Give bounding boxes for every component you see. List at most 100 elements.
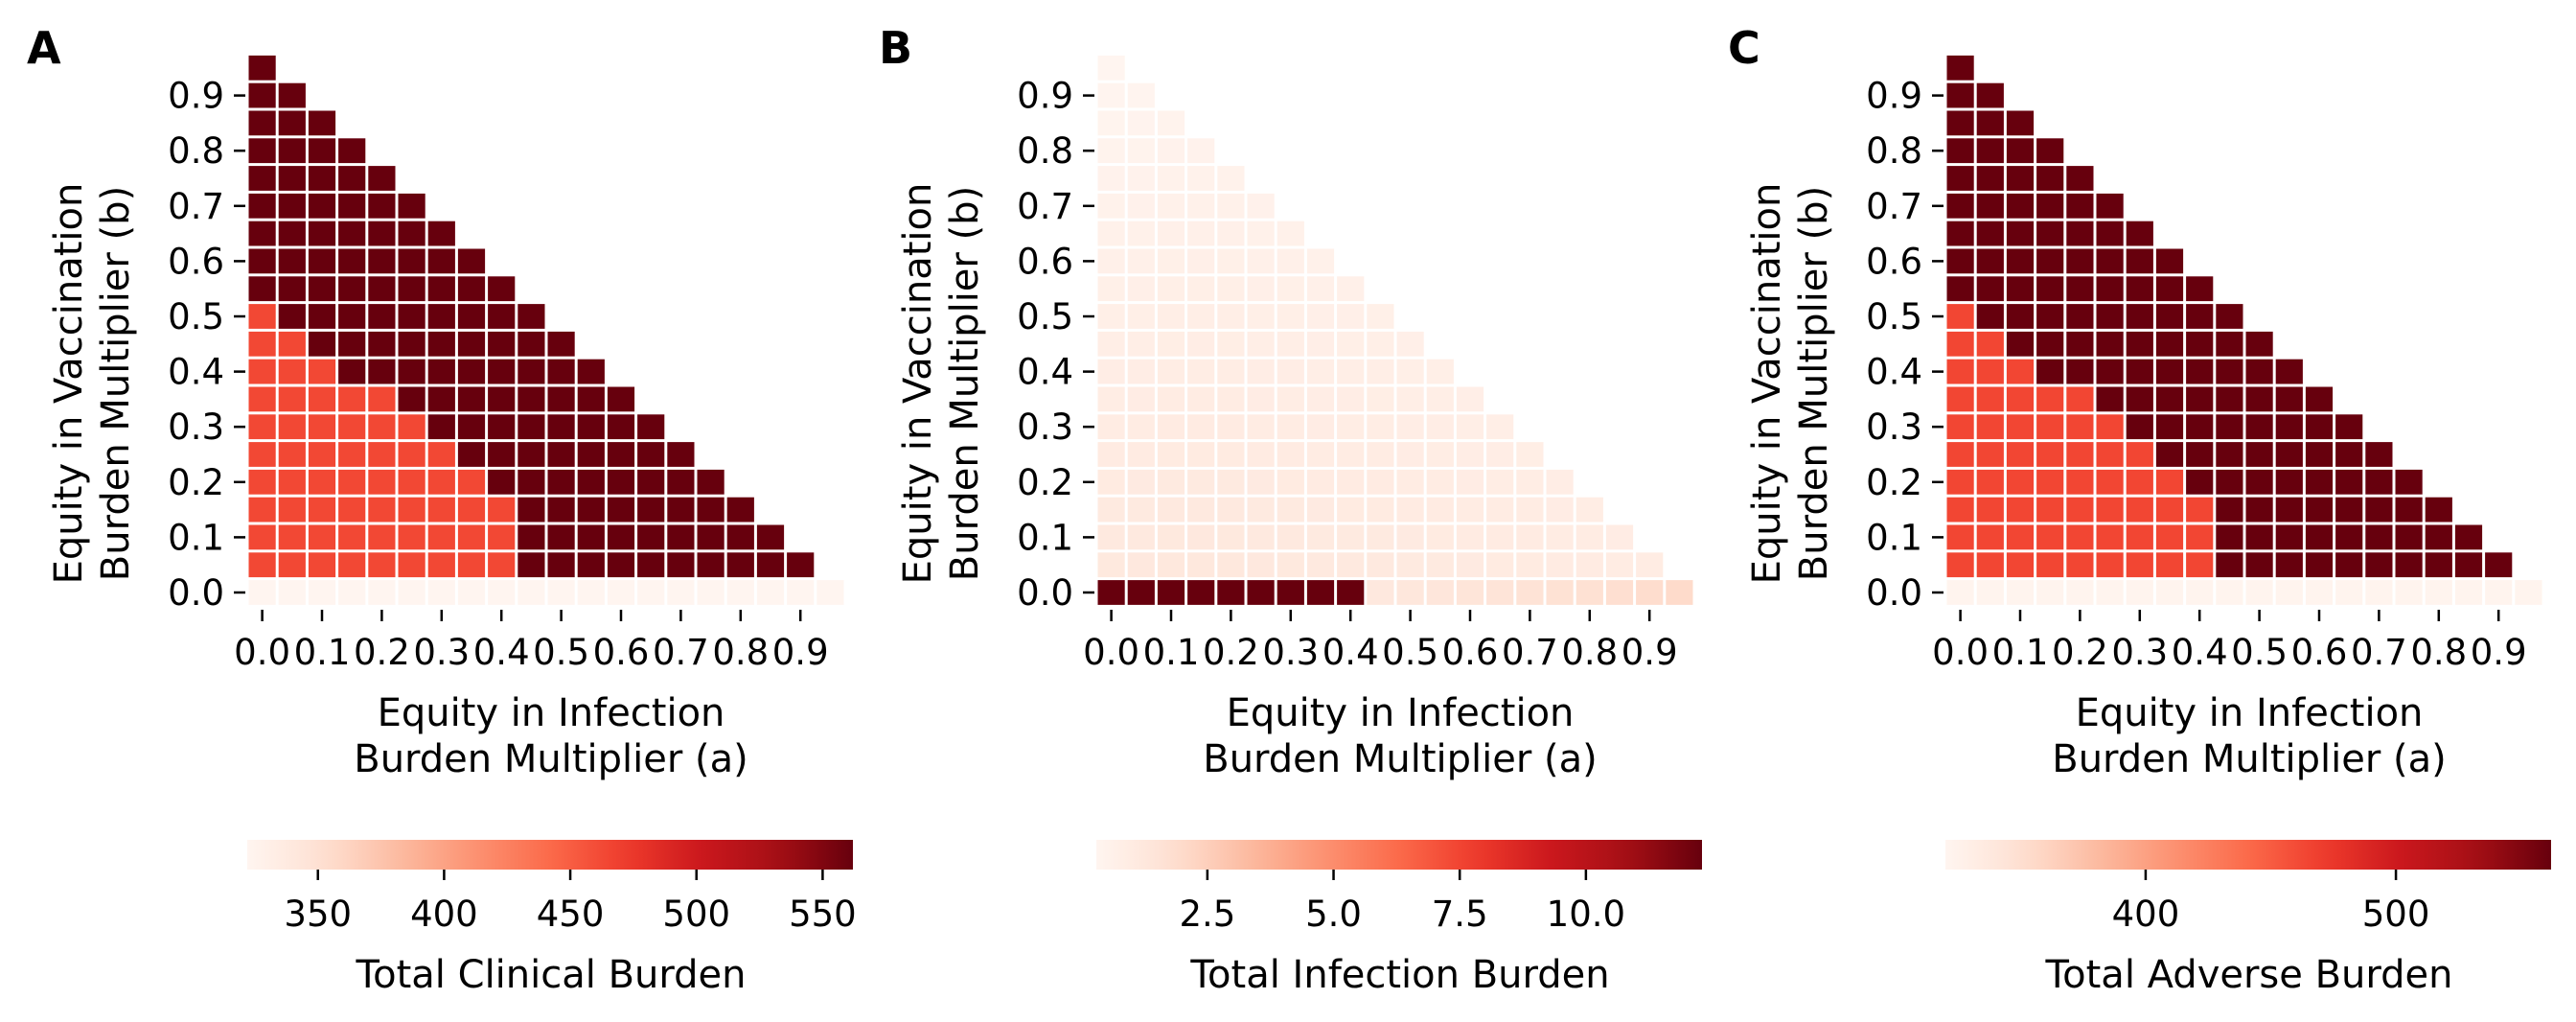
heatmap-cell bbox=[1127, 386, 1155, 412]
heatmap-cell bbox=[2036, 248, 2064, 274]
heatmap-cell bbox=[278, 552, 306, 578]
heatmap-cell bbox=[1247, 580, 1275, 605]
heatmap-cell bbox=[368, 248, 396, 274]
colorbar-tick-label: 400 bbox=[2112, 894, 2180, 935]
heatmap-cell bbox=[338, 497, 366, 523]
heatmap-cell bbox=[2066, 580, 2094, 605]
colorbar-tick-label: 2.5 bbox=[1179, 894, 1235, 935]
x-tick-label: 0.9 bbox=[1622, 632, 1678, 673]
heatmap-cell bbox=[368, 166, 396, 191]
heatmap-cell bbox=[398, 497, 426, 523]
heatmap-cell bbox=[1337, 580, 1365, 605]
heatmap-cell bbox=[1217, 359, 1245, 384]
heatmap-cell bbox=[427, 552, 455, 578]
heatmap-cell bbox=[2066, 276, 2094, 302]
heatmap-cell bbox=[1946, 276, 1974, 302]
heatmap-cell bbox=[1426, 442, 1454, 467]
heatmap-cell bbox=[1247, 497, 1275, 523]
colorbar-label-c: Total Adverse Burden bbox=[2045, 953, 2453, 997]
heatmap-cell bbox=[547, 386, 575, 412]
x-tick-label: 0.0 bbox=[234, 632, 290, 673]
heatmap-cell bbox=[2036, 276, 2064, 302]
heatmap-cell bbox=[308, 304, 336, 329]
heatmap-cell bbox=[457, 552, 486, 578]
heatmap-cell bbox=[1097, 359, 1125, 384]
heatmap-cell bbox=[1516, 442, 1544, 467]
heatmap-cell bbox=[2066, 414, 2094, 440]
heatmap-cell bbox=[308, 552, 336, 578]
x-tick-label: 0.9 bbox=[2471, 632, 2527, 673]
heatmap-cell bbox=[1546, 580, 1574, 605]
heatmap-cell bbox=[1516, 524, 1544, 550]
panel-c: C 0.00.10.20.30.40.50.60.70.80.9 0.0 0.1 0… bbox=[1728, 22, 2551, 997]
heatmap-cell bbox=[1367, 331, 1394, 357]
heatmap-cell bbox=[278, 524, 306, 550]
y-axis-label-line2-c: Burden Multiplier (b) bbox=[1792, 186, 1836, 581]
colorbar-ticks-c: 400 500 bbox=[2112, 870, 2429, 935]
heatmap-cell bbox=[1486, 414, 1514, 440]
heatmap-cell bbox=[2305, 524, 2334, 550]
heatmap-cell bbox=[667, 552, 695, 578]
heatmap-cell bbox=[1276, 386, 1304, 412]
heatmap-cell bbox=[1396, 552, 1424, 578]
heatmap-cell bbox=[2096, 359, 2124, 384]
y-tick-label: 0.5 bbox=[168, 296, 224, 337]
heatmap-cell bbox=[1306, 552, 1335, 578]
heatmap-cell bbox=[1187, 414, 1215, 440]
heatmap-cell bbox=[2425, 524, 2452, 550]
y-tick-label: 0.8 bbox=[168, 130, 224, 172]
heatmap-cell bbox=[1097, 248, 1125, 274]
heatmap-cell bbox=[338, 304, 366, 329]
heatmap-cell bbox=[2066, 469, 2094, 495]
heatmap-cell bbox=[1127, 331, 1155, 357]
heatmap-cell bbox=[2155, 580, 2184, 605]
heatmap-cell bbox=[697, 497, 724, 523]
heatmap-cell bbox=[1946, 524, 1974, 550]
heatmap-cell bbox=[1276, 414, 1304, 440]
heatmap-cell bbox=[278, 331, 306, 357]
heatmap-cell bbox=[1157, 138, 1185, 164]
heatmap-cell bbox=[2216, 580, 2243, 605]
heatmap-cell bbox=[1157, 524, 1185, 550]
heatmap-cell bbox=[1337, 276, 1365, 302]
heatmap-cell bbox=[2335, 442, 2363, 467]
heatmap-cell bbox=[726, 552, 754, 578]
heatmap-cell bbox=[1097, 442, 1125, 467]
heatmap-cell bbox=[248, 82, 276, 108]
heatmap-cell bbox=[368, 386, 396, 412]
heatmap-cell bbox=[248, 552, 276, 578]
heatmap-cell bbox=[2155, 359, 2184, 384]
heatmap-cell bbox=[2186, 442, 2214, 467]
heatmap-cell bbox=[1247, 414, 1275, 440]
heatmap-cell bbox=[2216, 386, 2243, 412]
heatmap-cell bbox=[2365, 580, 2393, 605]
heatmap-cell bbox=[1306, 469, 1335, 495]
heatmap-cell bbox=[1187, 248, 1215, 274]
y-tick-label: 0.6 bbox=[1866, 241, 1922, 282]
heatmap-cell bbox=[1157, 248, 1185, 274]
heatmap-cell bbox=[2335, 469, 2363, 495]
heatmap-cells-a bbox=[248, 55, 844, 605]
heatmap-cell bbox=[338, 552, 366, 578]
heatmap-cell bbox=[488, 359, 516, 384]
y-axis-label-line2-b: Burden Multiplier (b) bbox=[943, 186, 987, 581]
heatmap-cell bbox=[248, 193, 276, 219]
heatmap-cell bbox=[1217, 166, 1245, 191]
heatmap-cell bbox=[1276, 304, 1304, 329]
x-axis-label-line2-a: Burden Multiplier (a) bbox=[354, 737, 748, 781]
y-axis-label-line1-b: Equity in Vaccination bbox=[896, 183, 940, 585]
heatmap-cell bbox=[667, 580, 695, 605]
panel-a: A 0.00.10.20.30.40.50.60.70.80.9 0.0 0.1 0… bbox=[27, 22, 857, 997]
heatmap-cell bbox=[1976, 82, 2004, 108]
heatmap-cell bbox=[697, 552, 724, 578]
heatmap-cell bbox=[248, 359, 276, 384]
heatmap-cell bbox=[427, 304, 455, 329]
panel-letter-b: B bbox=[879, 22, 912, 74]
heatmap-cell bbox=[1306, 386, 1335, 412]
heatmap-cell bbox=[1097, 414, 1125, 440]
heatmap-cell bbox=[2186, 304, 2214, 329]
heatmap-cell bbox=[1516, 580, 1544, 605]
heatmap-cell bbox=[338, 331, 366, 357]
y-tick-label: 0.7 bbox=[1017, 186, 1073, 227]
heatmap-cell bbox=[1486, 469, 1514, 495]
